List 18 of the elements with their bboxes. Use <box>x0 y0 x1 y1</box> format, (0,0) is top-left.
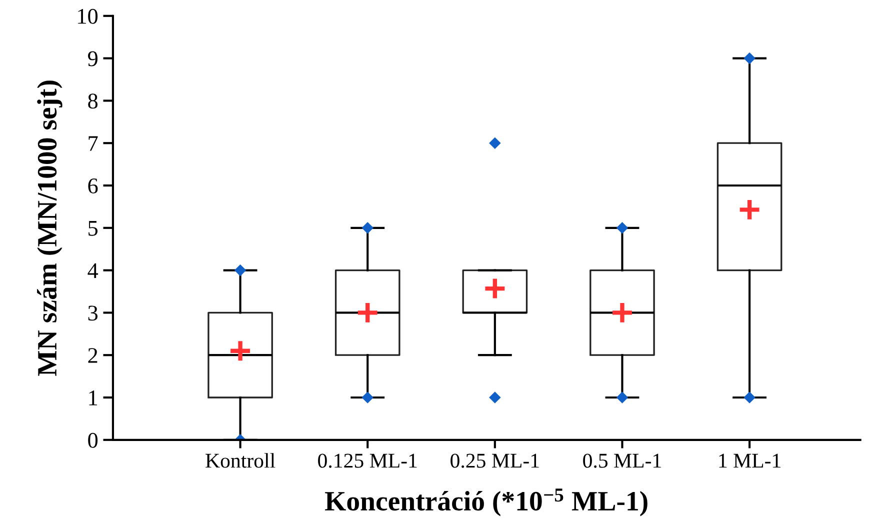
y-tick-label: 8 <box>88 94 98 109</box>
x-tick-label: 0.125 ML-1 <box>318 454 417 468</box>
y-tick-label: 2 <box>88 348 98 363</box>
x-tick-label: 0.5 ML-1 <box>583 454 661 468</box>
y-tick-label: 10 <box>78 8 98 24</box>
y-tick-label: 7 <box>88 136 98 151</box>
x-tick-label: Kontroll <box>206 453 276 468</box>
y-tick-label: 4 <box>88 263 98 278</box>
x-tick-label: 0.25 ML-1 <box>450 454 539 468</box>
y-axis-title: MN szám (MN/1000 sejt) <box>37 80 62 376</box>
y-tick-label: 6 <box>88 178 98 194</box>
x-axis-title: Koncentráció (*10$^{−5}$ ML-1) <box>325 488 648 516</box>
y-tick-label: 3 <box>88 306 98 321</box>
y-tick-label: 1 <box>89 390 98 406</box>
y-tick-label: 0 <box>88 432 98 448</box>
y-tick-label: 9 <box>88 51 98 66</box>
x-tick-label: 1 ML-1 <box>719 454 780 468</box>
y-tick-label: 5 <box>88 221 98 236</box>
